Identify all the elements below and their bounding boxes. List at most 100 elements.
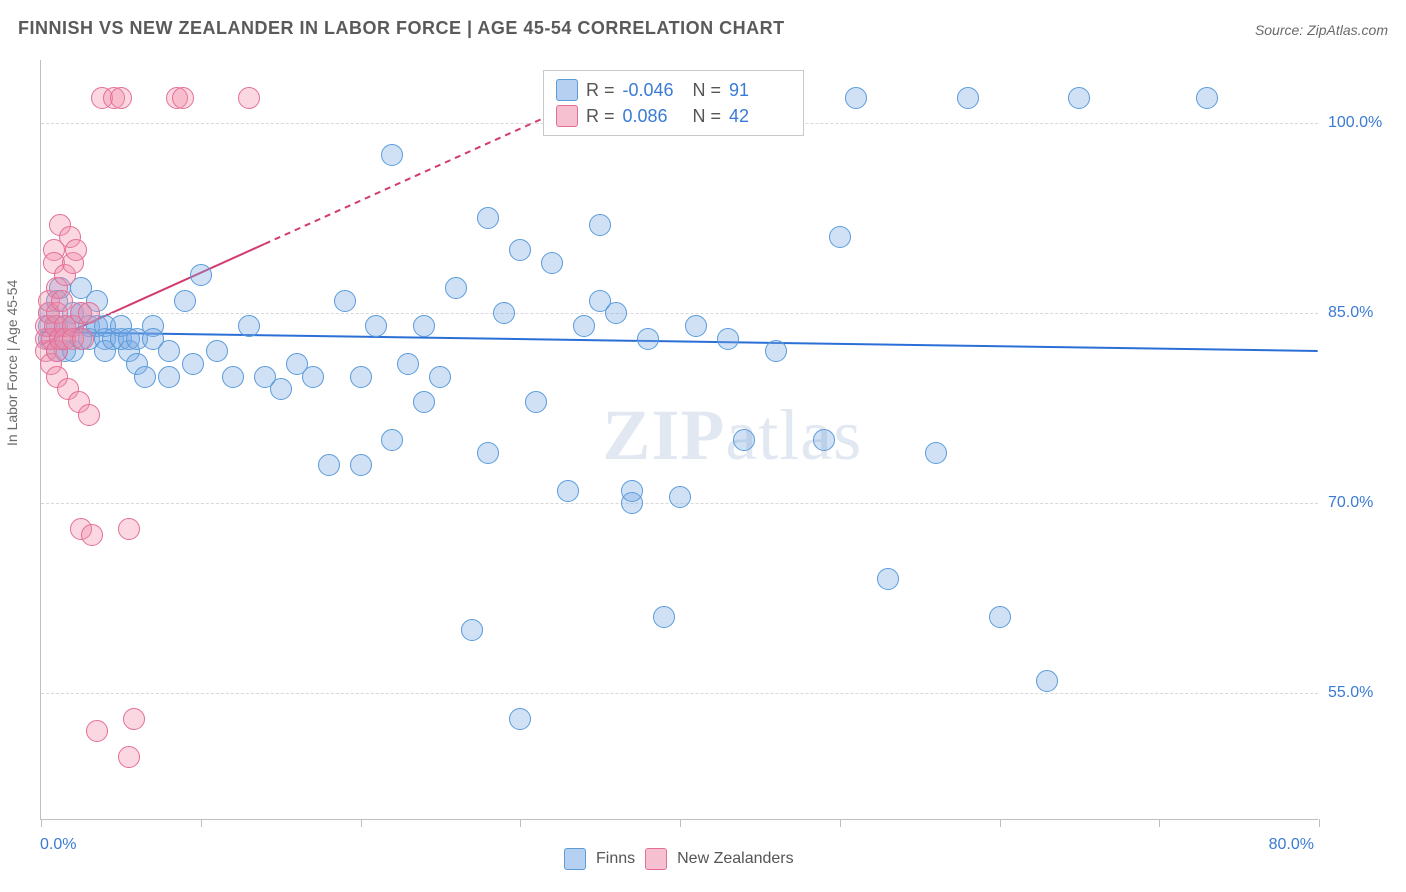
stats-row: R = -0.046 N = 91 — [556, 77, 791, 103]
data-point — [118, 746, 140, 768]
x-tick — [1000, 819, 1001, 827]
stats-row: R =0.086N =42 — [556, 103, 791, 129]
x-tick — [201, 819, 202, 827]
source-attribution: Source: ZipAtlas.com — [1255, 22, 1388, 38]
data-point — [190, 264, 212, 286]
legend-label: New Zealanders — [677, 850, 794, 868]
data-point — [270, 378, 292, 400]
data-point — [477, 442, 499, 464]
chart-root: FINNISH VS NEW ZEALANDER IN LABOR FORCE … — [0, 0, 1406, 892]
data-point — [845, 87, 867, 109]
chart-title: FINNISH VS NEW ZEALANDER IN LABOR FORCE … — [18, 18, 785, 39]
data-point — [182, 353, 204, 375]
data-point — [81, 524, 103, 546]
data-point — [86, 720, 108, 742]
data-point — [413, 391, 435, 413]
data-point — [110, 87, 132, 109]
legend-swatch — [556, 105, 578, 127]
data-point — [123, 708, 145, 730]
x-axis-max-label: 80.0% — [1269, 836, 1314, 854]
stat-label: R = — [586, 77, 615, 103]
legend-swatch — [645, 848, 667, 870]
x-tick — [1319, 819, 1320, 827]
data-point — [365, 315, 387, 337]
data-point — [350, 454, 372, 476]
data-point — [134, 366, 156, 388]
stat-label: N = — [693, 103, 722, 129]
data-point — [653, 606, 675, 628]
data-point — [605, 302, 627, 324]
data-point — [925, 442, 947, 464]
plot-area: 55.0%70.0%85.0%100.0% — [40, 60, 1318, 820]
data-point — [318, 454, 340, 476]
data-point — [238, 87, 260, 109]
data-point — [509, 239, 531, 261]
data-point — [589, 214, 611, 236]
data-point — [957, 87, 979, 109]
data-point — [829, 226, 851, 248]
data-point — [717, 328, 739, 350]
data-point — [158, 340, 180, 362]
x-tick — [1159, 819, 1160, 827]
data-point — [334, 290, 356, 312]
data-point — [172, 87, 194, 109]
legend-swatch — [564, 848, 586, 870]
y-tick-label: 100.0% — [1328, 114, 1388, 132]
data-point — [78, 302, 100, 324]
data-point — [621, 480, 643, 502]
data-point — [1036, 670, 1058, 692]
data-point — [525, 391, 547, 413]
data-point — [813, 429, 835, 451]
trend-line — [41, 332, 1317, 351]
trend-lines — [41, 60, 1318, 819]
data-point — [206, 340, 228, 362]
stat-label: N = — [693, 77, 722, 103]
data-point — [413, 315, 435, 337]
data-point — [541, 252, 563, 274]
legend-swatch — [556, 79, 578, 101]
data-point — [174, 290, 196, 312]
data-point — [765, 340, 787, 362]
x-tick — [361, 819, 362, 827]
stat-n-value: 91 — [729, 77, 791, 103]
data-point — [238, 315, 260, 337]
data-point — [302, 366, 324, 388]
data-point — [65, 239, 87, 261]
stat-r-value: -0.046 — [623, 77, 685, 103]
data-point — [78, 404, 100, 426]
data-point — [1196, 87, 1218, 109]
data-point — [158, 366, 180, 388]
data-point — [381, 429, 403, 451]
x-tick — [840, 819, 841, 827]
y-axis-label: In Labor Force | Age 45-54 — [4, 280, 20, 446]
y-tick-label: 85.0% — [1328, 304, 1388, 322]
data-point — [733, 429, 755, 451]
stat-label: R = — [586, 103, 615, 129]
stat-n-value: 42 — [729, 103, 791, 129]
data-point — [429, 366, 451, 388]
data-point — [477, 207, 499, 229]
x-axis-min-label: 0.0% — [40, 836, 76, 854]
correlation-stats-box: R =-0.046N =91R =0.086N =42 — [543, 70, 804, 136]
data-point — [637, 328, 659, 350]
x-tick — [680, 819, 681, 827]
x-tick — [41, 819, 42, 827]
data-point — [1068, 87, 1090, 109]
data-point — [989, 606, 1011, 628]
data-point — [685, 315, 707, 337]
gridline-h — [41, 313, 1318, 314]
data-point — [573, 315, 595, 337]
data-point — [51, 290, 73, 312]
data-point — [72, 328, 94, 350]
gridline-h — [41, 693, 1318, 694]
data-point — [397, 353, 419, 375]
data-point — [509, 708, 531, 730]
data-point — [222, 366, 244, 388]
legend-label: Finns — [596, 850, 635, 868]
data-point — [461, 619, 483, 641]
data-point — [493, 302, 515, 324]
data-point — [669, 486, 691, 508]
series-legend: Finns New Zealanders — [564, 848, 794, 870]
y-tick-label: 55.0% — [1328, 684, 1388, 702]
x-tick — [520, 819, 521, 827]
